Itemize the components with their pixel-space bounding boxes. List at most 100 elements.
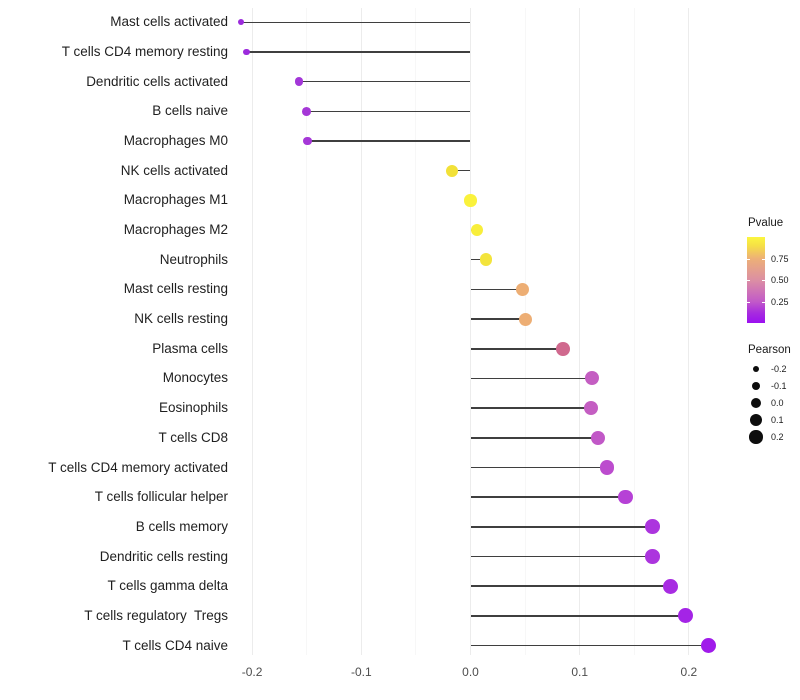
category-label: Eosinophils: [158, 400, 228, 416]
pearson-size-label: 0.1: [771, 415, 784, 425]
lollipop-point: [645, 519, 661, 535]
lollipop-point: [583, 401, 598, 416]
category-label: T cells CD4 memory activated: [48, 459, 228, 475]
pvalue-tick-mark: [762, 258, 765, 260]
lollipop-stem: [470, 644, 709, 647]
gridline-minor: [415, 8, 417, 655]
lollipop-point: [516, 282, 530, 296]
lollipop-point: [591, 430, 606, 445]
lollipop-point: [700, 637, 717, 654]
lollipop-stem: [451, 169, 471, 172]
lollipop-point: [470, 223, 484, 237]
pvalue-tick-label: 0.75: [771, 253, 789, 264]
lollipop-point: [243, 48, 250, 56]
lollipop-stem: [470, 437, 599, 439]
lollipop-point: [662, 578, 678, 594]
category-label: T cells CD4 naive: [122, 637, 228, 653]
lollipop-stem: [299, 80, 471, 83]
category-label: Dendritic cells resting: [99, 548, 228, 564]
lollipop-point: [303, 136, 313, 146]
category-label: B cells memory: [135, 518, 228, 534]
lollipop-point: [599, 460, 615, 475]
category-label: Mast cells activated: [110, 14, 228, 30]
x-tick-label: -0.2: [241, 665, 263, 679]
category-label: Macrophages M0: [123, 133, 228, 149]
gridline-major: [688, 8, 690, 655]
lollipop-stem: [470, 466, 607, 469]
pearson-size-label: -0.1: [771, 381, 787, 391]
category-label: Neutrophils: [159, 251, 228, 267]
lollipop-point: [238, 19, 245, 26]
lollipop-point: [584, 371, 599, 386]
category-label: Macrophages M2: [123, 222, 228, 238]
pearson-size-dot: [750, 397, 762, 409]
lollipop-stem: [470, 615, 686, 617]
gridline-minor: [633, 8, 635, 655]
gridline-major: [470, 8, 471, 655]
category-label: NK cells resting: [134, 311, 228, 327]
category-label: Plasma cells: [152, 340, 228, 356]
x-tick-label: -0.1: [350, 665, 372, 679]
pearson-size-dot: [749, 413, 763, 427]
pvalue-tick-mark: [747, 258, 750, 260]
lollipop-point: [618, 489, 633, 505]
pearson-size-dot: [752, 365, 759, 372]
lollipop-point: [518, 312, 532, 326]
pvalue-tick-mark: [762, 301, 765, 303]
pearson-size-label: -0.2: [771, 364, 787, 374]
pvalue-gradient-bar: [747, 237, 765, 323]
category-label: Monocytes: [162, 370, 228, 386]
lollipop-stem: [470, 377, 592, 380]
lollipop-point: [678, 608, 694, 624]
lollipop-point: [556, 341, 571, 356]
lollipop-point: [479, 253, 493, 266]
x-tick-label: 0.2: [680, 665, 698, 679]
lollipop-stem: [470, 288, 523, 291]
category-label: Mast cells resting: [123, 281, 228, 297]
lollipop-stem: [470, 496, 626, 498]
x-tick-label: 0.0: [462, 665, 479, 679]
pvalue-tick-label: 0.25: [771, 296, 789, 307]
category-label: T cells CD4 memory resting: [61, 43, 228, 59]
gridline-major: [251, 8, 253, 655]
lollipop-stem: [241, 21, 471, 24]
category-label: T cells follicular helper: [94, 489, 228, 505]
pearson-size-label: 0.2: [771, 432, 784, 442]
gridline-minor: [524, 8, 526, 655]
lollipop-stem: [470, 555, 653, 558]
lollipop-point: [464, 194, 477, 207]
pvalue-legend-title: Pvalue: [748, 217, 784, 229]
lollipop-stem: [470, 318, 526, 320]
pearson-size-dot: [751, 381, 761, 391]
category-label: T cells gamma delta: [107, 578, 228, 594]
gridline-minor: [306, 8, 308, 655]
lollipop-point: [645, 549, 661, 564]
pearson-size-label: 0.0: [771, 398, 784, 408]
lollipop-point: [294, 77, 304, 86]
lollipop-stem: [307, 140, 471, 142]
category-label: T cells CD8: [158, 429, 228, 445]
lollipop-stem: [306, 110, 471, 113]
gridline-major: [360, 8, 362, 655]
pvalue-tick-mark: [762, 280, 765, 281]
category-label: Macrophages M1: [123, 192, 228, 208]
category-label: Dendritic cells activated: [86, 73, 228, 89]
lollipop-point: [445, 164, 458, 177]
lollipop-stem: [470, 258, 486, 261]
pearson-legend-title: Pearson: [748, 344, 791, 356]
lollipop-stem: [470, 407, 591, 409]
category-label: NK cells activated: [120, 162, 228, 178]
x-tick-label: 0.1: [571, 665, 589, 679]
pvalue-tick-mark: [747, 301, 750, 303]
pvalue-tick-label: 0.50: [771, 275, 789, 285]
lollipop-stem: [470, 585, 671, 587]
pearson-size-dot: [749, 430, 763, 444]
category-label: B cells naive: [152, 103, 228, 119]
category-label: T cells regulatory Tregs: [84, 607, 228, 623]
lollipop-stem: [470, 348, 564, 350]
lollipop-point: [302, 106, 312, 116]
pvalue-tick-mark: [747, 280, 750, 281]
gridline-major: [579, 8, 581, 655]
lollipop-stem: [246, 51, 471, 53]
